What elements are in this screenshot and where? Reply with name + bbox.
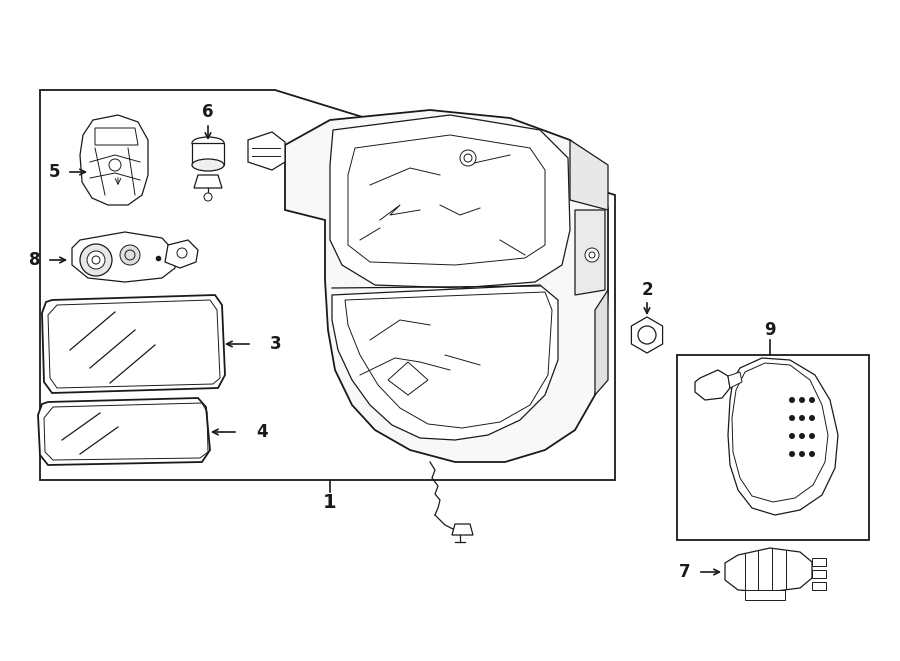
Circle shape: [585, 248, 599, 262]
Polygon shape: [570, 140, 608, 210]
Polygon shape: [248, 132, 285, 170]
Bar: [812, 558, 826, 566]
Polygon shape: [194, 175, 222, 188]
Circle shape: [809, 415, 815, 421]
Circle shape: [789, 397, 795, 403]
Circle shape: [789, 433, 795, 439]
Polygon shape: [632, 317, 662, 353]
Polygon shape: [725, 548, 812, 592]
Circle shape: [789, 415, 795, 421]
Text: 7: 7: [679, 563, 690, 581]
Polygon shape: [192, 143, 224, 165]
Circle shape: [809, 433, 815, 439]
Text: 2: 2: [641, 281, 652, 299]
Polygon shape: [332, 285, 558, 440]
Text: 1: 1: [323, 492, 337, 512]
Bar: [812, 570, 826, 578]
Text: 5: 5: [49, 163, 60, 181]
Polygon shape: [728, 358, 838, 515]
Polygon shape: [72, 232, 175, 282]
Circle shape: [120, 245, 140, 265]
Polygon shape: [452, 524, 473, 535]
Circle shape: [809, 397, 815, 403]
Circle shape: [799, 397, 805, 403]
Bar: [812, 582, 826, 590]
Ellipse shape: [192, 159, 224, 171]
Polygon shape: [165, 240, 198, 268]
Text: 9: 9: [764, 321, 776, 339]
Text: 8: 8: [29, 251, 40, 269]
Polygon shape: [595, 290, 608, 395]
Circle shape: [799, 433, 805, 439]
Text: 3: 3: [270, 335, 282, 353]
Polygon shape: [575, 210, 605, 295]
Polygon shape: [728, 372, 742, 388]
Text: 4: 4: [256, 423, 267, 441]
Circle shape: [809, 451, 815, 457]
Circle shape: [789, 451, 795, 457]
Bar: [677, 355, 869, 540]
Circle shape: [460, 150, 476, 166]
Polygon shape: [285, 110, 608, 462]
Polygon shape: [695, 370, 730, 400]
Polygon shape: [80, 115, 148, 205]
Circle shape: [80, 244, 112, 276]
Circle shape: [799, 451, 805, 457]
Polygon shape: [330, 115, 570, 288]
Circle shape: [799, 415, 805, 421]
Polygon shape: [40, 90, 615, 480]
Polygon shape: [745, 590, 785, 600]
Circle shape: [204, 193, 212, 201]
Ellipse shape: [192, 137, 224, 149]
Text: 6: 6: [202, 103, 214, 121]
Polygon shape: [42, 295, 225, 393]
Circle shape: [87, 251, 105, 269]
Polygon shape: [38, 398, 210, 465]
